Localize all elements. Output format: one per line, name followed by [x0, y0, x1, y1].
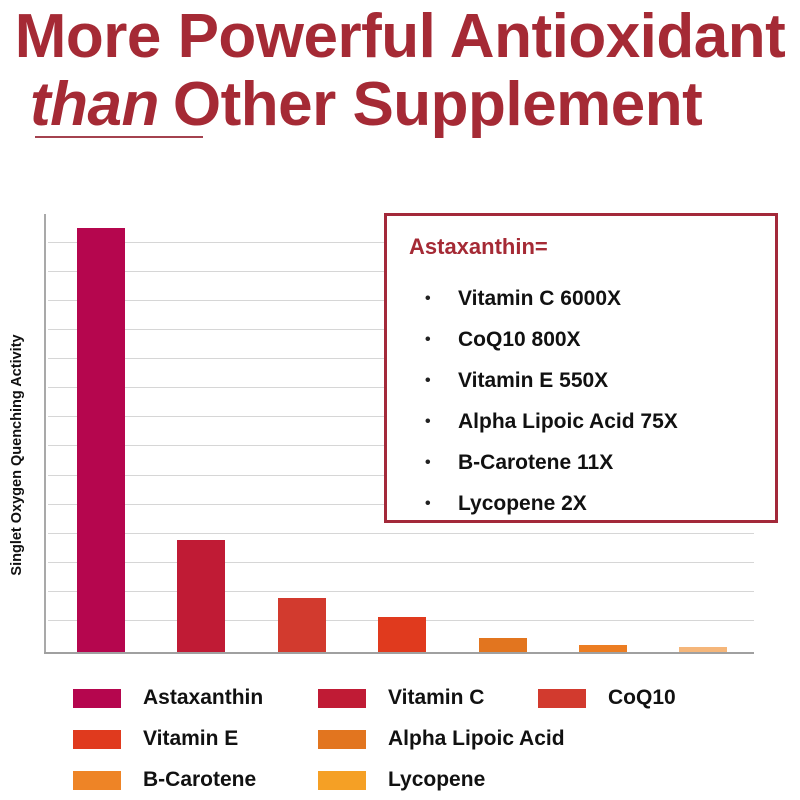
gridline [48, 533, 754, 534]
legend-swatch [318, 729, 366, 749]
callout-list: • Vitamin C 6000X • CoQ10 800X • Vitamin E … [425, 278, 678, 524]
callout-item: • B-Carotene 11X [425, 442, 678, 483]
y-axis-label: Singlet Oxygen Quenching Activity [9, 334, 25, 576]
legend-swatch [318, 770, 366, 790]
callout-item-label: Vitamin E 550X [458, 368, 609, 392]
legend-swatch [538, 688, 586, 708]
title-line-1: More Powerful Antioxidant [14, 2, 786, 71]
legend-swatch [73, 688, 121, 708]
callout-item-label: CoQ10 800X [458, 327, 581, 351]
callout-item: • Lycopene 2X [425, 483, 678, 524]
legend-swatch [318, 688, 366, 708]
callout-item-label: Vitamin C 6000X [458, 286, 622, 310]
bar-vitamin-e [378, 617, 426, 653]
gridline [48, 562, 754, 563]
legend-label: Astaxanthin [143, 686, 264, 709]
legend-swatch [73, 770, 121, 790]
bar-vitamin-c [177, 540, 225, 653]
legend-item-lycopene: Lycopene [318, 768, 486, 791]
legend-label: Alpha Lipoic Acid [388, 727, 565, 750]
legend-item-alpha-lipoic-acid: Alpha Lipoic Acid [318, 727, 565, 750]
callout-item-label: Lycopene 2X [458, 491, 587, 515]
legend-label: Vitamin E [143, 727, 239, 750]
comparison-callout: Astaxanthin= • Vitamin C 6000X • CoQ10 800… [384, 213, 778, 523]
legend-item-astaxanthin: Astaxanthin [73, 686, 264, 709]
bar-coq10 [278, 598, 326, 653]
legend-label: Vitamin C [388, 686, 485, 709]
callout-item: • CoQ10 800X [425, 319, 678, 360]
callout-item: • Vitamin C 6000X [425, 278, 678, 319]
title-rest: Other Supplement [172, 70, 703, 139]
callout-item-label: Alpha Lipoic Acid 75X [458, 409, 678, 433]
legend-label: CoQ10 [608, 686, 676, 709]
legend-item-vitamin-e: Vitamin E [73, 727, 239, 750]
callout-item: • Vitamin E 550X [425, 360, 678, 401]
callout-item: • Alpha Lipoic Acid 75X [425, 401, 678, 442]
bar-alpha-lipoic-acid [479, 638, 527, 653]
bar-b-carotene [579, 645, 627, 653]
bullet-icon: • [425, 371, 431, 389]
legend-item-b-carotene: B-Carotene [73, 768, 257, 791]
legend-label: B-Carotene [143, 768, 257, 791]
title-line-2: than Other Supplement [30, 70, 703, 140]
bar-lycopene [679, 647, 727, 653]
bullet-icon: • [425, 330, 431, 348]
legend-swatch [73, 729, 121, 749]
x-axis [44, 652, 754, 654]
legend-item-coq10: CoQ10 [538, 686, 676, 709]
bullet-icon: • [425, 412, 431, 430]
title-emphasis: than [30, 70, 159, 139]
legend-label: Lycopene [388, 768, 486, 791]
legend-item-vitamin-c: Vitamin C [318, 686, 485, 709]
bar-astaxanthin [77, 228, 125, 653]
bullet-icon: • [425, 289, 431, 307]
title-underline [35, 136, 203, 138]
bullet-icon: • [425, 453, 431, 471]
y-axis [44, 214, 46, 654]
gridline [48, 591, 754, 592]
callout-item-label: B-Carotene 11X [458, 450, 614, 474]
callout-title: Astaxanthin= [409, 234, 548, 259]
bullet-icon: • [425, 494, 431, 512]
